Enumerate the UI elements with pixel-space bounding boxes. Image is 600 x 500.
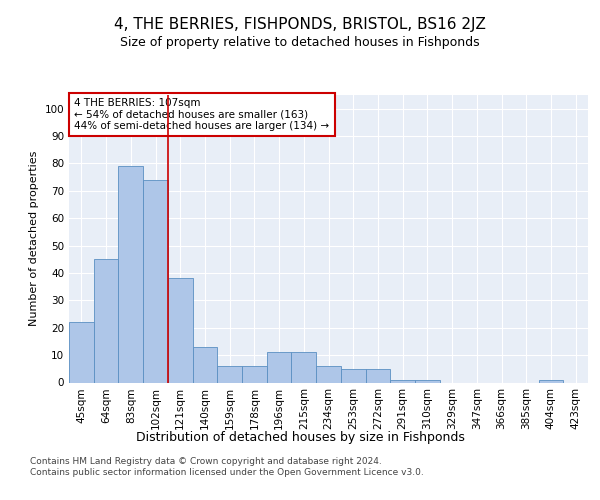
Text: Distribution of detached houses by size in Fishponds: Distribution of detached houses by size … <box>136 431 464 444</box>
Bar <box>539 380 563 382</box>
Bar <box>217 366 242 382</box>
Bar <box>341 369 365 382</box>
Bar <box>316 366 341 382</box>
Bar <box>193 347 217 382</box>
Text: 4 THE BERRIES: 107sqm
← 54% of detached houses are smaller (163)
44% of semi-det: 4 THE BERRIES: 107sqm ← 54% of detached … <box>74 98 329 131</box>
Bar <box>94 260 118 382</box>
Bar <box>292 352 316 382</box>
Bar <box>242 366 267 382</box>
Bar <box>390 380 415 382</box>
Bar <box>365 369 390 382</box>
Bar <box>267 352 292 382</box>
Bar <box>143 180 168 382</box>
Bar <box>118 166 143 382</box>
Bar <box>69 322 94 382</box>
Y-axis label: Number of detached properties: Number of detached properties <box>29 151 39 326</box>
Text: Contains HM Land Registry data © Crown copyright and database right 2024.
Contai: Contains HM Land Registry data © Crown c… <box>30 458 424 477</box>
Bar <box>415 380 440 382</box>
Bar <box>168 278 193 382</box>
Text: 4, THE BERRIES, FISHPONDS, BRISTOL, BS16 2JZ: 4, THE BERRIES, FISHPONDS, BRISTOL, BS16… <box>114 18 486 32</box>
Text: Size of property relative to detached houses in Fishponds: Size of property relative to detached ho… <box>120 36 480 49</box>
